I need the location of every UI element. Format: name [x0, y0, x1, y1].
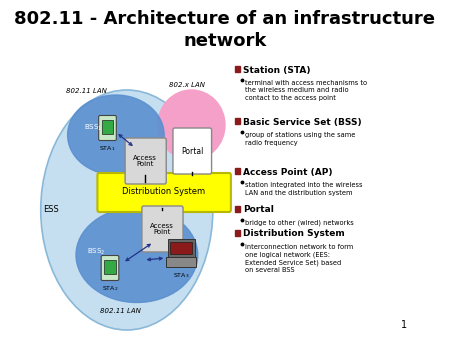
Text: 802.11 LAN: 802.11 LAN — [99, 308, 140, 314]
Text: STA$_2$: STA$_2$ — [102, 284, 118, 293]
FancyBboxPatch shape — [171, 242, 192, 254]
Text: Station (STA): Station (STA) — [243, 66, 310, 74]
FancyBboxPatch shape — [104, 260, 116, 274]
Text: bridge to other (wired) networks: bridge to other (wired) networks — [245, 220, 354, 226]
Text: 802.11 LAN: 802.11 LAN — [66, 88, 107, 94]
FancyBboxPatch shape — [125, 138, 166, 184]
FancyBboxPatch shape — [235, 66, 240, 72]
Text: STA$_1$: STA$_1$ — [99, 144, 116, 153]
FancyBboxPatch shape — [168, 239, 195, 257]
Text: 802.11 - Architecture of an infrastructure
network: 802.11 - Architecture of an infrastructu… — [14, 10, 436, 50]
FancyBboxPatch shape — [97, 173, 231, 212]
Text: group of stations using the same
radio frequency: group of stations using the same radio f… — [245, 132, 356, 145]
Ellipse shape — [41, 90, 213, 330]
FancyBboxPatch shape — [142, 206, 183, 252]
FancyBboxPatch shape — [173, 128, 212, 174]
Text: Access
Point: Access Point — [133, 154, 157, 168]
Text: Portal: Portal — [243, 206, 274, 215]
Text: 802.x LAN: 802.x LAN — [169, 82, 205, 88]
Ellipse shape — [158, 90, 225, 160]
FancyBboxPatch shape — [235, 230, 240, 236]
FancyBboxPatch shape — [235, 168, 240, 174]
Text: STA$_3$: STA$_3$ — [173, 271, 189, 280]
Text: Access
Point: Access Point — [150, 222, 174, 236]
Text: Distribution System: Distribution System — [243, 230, 344, 239]
Text: BSS$_2$: BSS$_2$ — [87, 247, 106, 257]
Ellipse shape — [76, 208, 198, 303]
FancyBboxPatch shape — [99, 116, 116, 141]
FancyBboxPatch shape — [166, 257, 197, 267]
Text: terminal with access mechanisms to
the wireless medium and radio
contact to the : terminal with access mechanisms to the w… — [245, 80, 367, 101]
Text: ESS: ESS — [43, 206, 58, 215]
Text: Basic Service Set (BSS): Basic Service Set (BSS) — [243, 118, 361, 126]
FancyBboxPatch shape — [101, 256, 119, 281]
Text: 1: 1 — [401, 320, 407, 330]
FancyBboxPatch shape — [235, 118, 240, 124]
Text: Portal: Portal — [181, 146, 203, 155]
FancyBboxPatch shape — [102, 120, 113, 134]
FancyBboxPatch shape — [235, 206, 240, 212]
Text: station integrated into the wireless
LAN and the distribution system: station integrated into the wireless LAN… — [245, 182, 363, 195]
Text: Access Point (AP): Access Point (AP) — [243, 168, 332, 176]
Ellipse shape — [68, 95, 164, 175]
Text: Distribution System: Distribution System — [122, 188, 205, 196]
Text: BSS$_1$: BSS$_1$ — [84, 123, 103, 133]
Text: interconnection network to form
one logical network (EES:
Extended Service Set) : interconnection network to form one logi… — [245, 244, 353, 273]
